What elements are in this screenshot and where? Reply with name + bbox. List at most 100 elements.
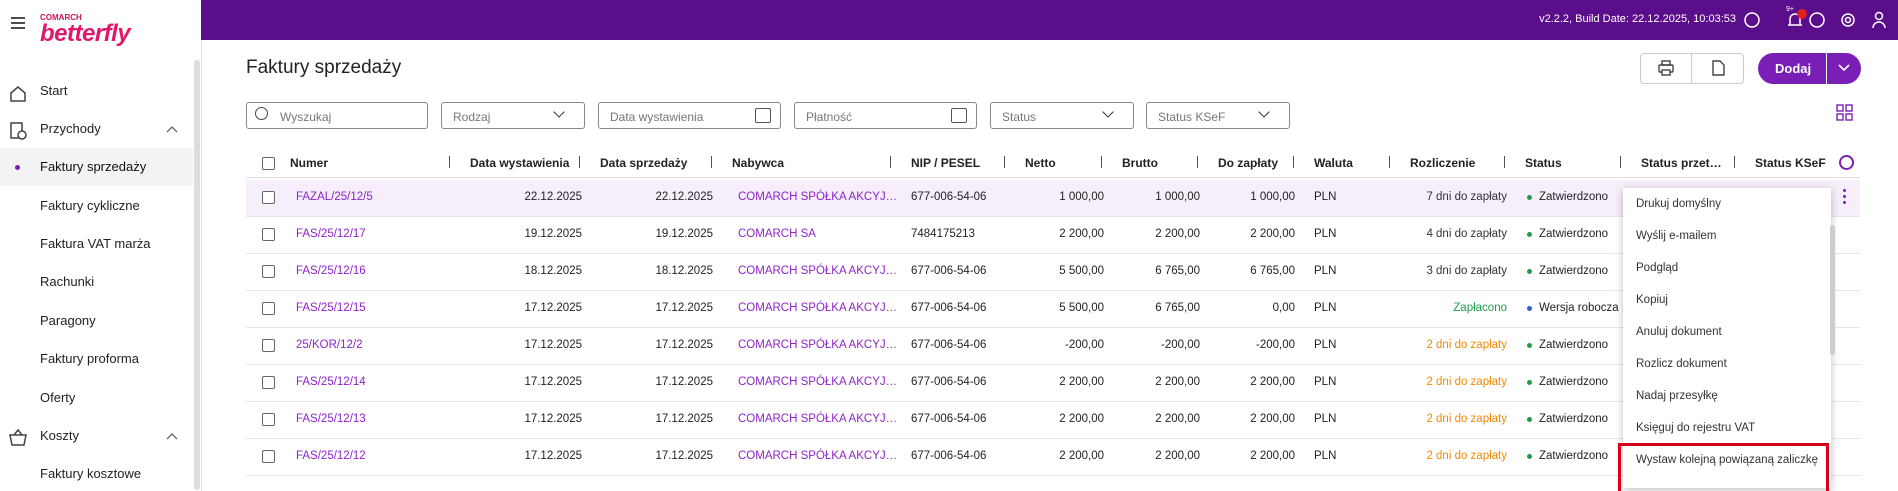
- column-header[interactable]: NIP / PESEL: [911, 156, 980, 170]
- column-header[interactable]: Waluta: [1314, 156, 1353, 170]
- menu-item[interactable]: Kopiuj: [1636, 294, 1668, 306]
- cell: PLN: [1314, 228, 1336, 240]
- cell[interactable]: COMARCH SPÓŁKA AKCYJ…: [738, 265, 897, 277]
- checkbox[interactable]: [262, 450, 275, 463]
- cell: 677-006-54-06: [911, 450, 986, 462]
- cell: 17.12.2025: [524, 376, 582, 388]
- cell: 18.12.2025: [524, 265, 582, 277]
- sidebar-item[interactable]: Rachunki: [40, 274, 94, 289]
- home-icon: [8, 84, 28, 104]
- invoice-link[interactable]: FAS/25/12/12: [296, 450, 366, 462]
- checkbox[interactable]: [262, 157, 275, 170]
- invoice-link[interactable]: 25/KOR/12/2: [296, 339, 362, 351]
- grid-view-button[interactable]: [1836, 104, 1854, 122]
- cell[interactable]: COMARCH SPÓŁKA AKCYJ…: [738, 191, 897, 203]
- add-button[interactable]: Dodaj: [1775, 61, 1811, 76]
- column-divider: [1004, 156, 1005, 168]
- checkbox[interactable]: [262, 191, 275, 204]
- invoice-link[interactable]: FAS/25/12/17: [296, 228, 366, 240]
- filter-label: Wyszukaj: [280, 110, 331, 124]
- column-header[interactable]: Data wystawienia: [470, 156, 569, 170]
- cell: 2 200,00: [1155, 376, 1200, 388]
- export-button[interactable]: [1710, 60, 1726, 76]
- cell: 2 200,00: [1250, 413, 1295, 425]
- menu-item[interactable]: Nadaj przesyłkę: [1636, 390, 1718, 402]
- settings-icon[interactable]: [1839, 155, 1854, 170]
- status-dot: [1527, 195, 1532, 200]
- cell[interactable]: COMARCH SPÓŁKA AKCYJ…: [738, 413, 897, 425]
- cell[interactable]: COMARCH SPÓŁKA AKCYJ…: [738, 376, 897, 388]
- cell[interactable]: COMARCH SA: [738, 228, 816, 240]
- menu-item[interactable]: Księguj do rejestru VAT: [1636, 422, 1755, 434]
- checkbox[interactable]: [262, 339, 275, 352]
- cell: 4 dni do zapłaty: [1426, 228, 1507, 240]
- column-header[interactable]: Nabywca: [732, 156, 784, 170]
- sidebar-item[interactable]: Koszty: [40, 428, 79, 443]
- status-dot: [1527, 454, 1532, 459]
- column-divider: [1389, 156, 1390, 168]
- column-header[interactable]: Data sprzedaży: [600, 156, 687, 170]
- checkbox[interactable]: [262, 376, 275, 389]
- sidebar-item[interactable]: Faktury proforma: [40, 351, 139, 366]
- chevron: [166, 125, 178, 133]
- cell[interactable]: COMARCH SPÓŁKA AKCYJ…: [738, 302, 897, 314]
- status-dot: [1527, 417, 1532, 422]
- filter-label: Płatność: [806, 110, 852, 124]
- cell: 677-006-54-06: [911, 302, 986, 314]
- cell: 677-006-54-06: [911, 376, 986, 388]
- column-header[interactable]: Status KSeF: [1755, 156, 1826, 170]
- column-header[interactable]: Status przet…: [1641, 156, 1722, 170]
- sidebar-item[interactable]: Faktury cykliczne: [40, 198, 140, 213]
- column-divider: [1620, 156, 1621, 168]
- cell: PLN: [1314, 450, 1336, 462]
- invoice-link[interactable]: FAZAL/25/12/5: [296, 191, 373, 203]
- filter-input[interactable]: [246, 102, 428, 129]
- menu-item[interactable]: Drukuj domyślny: [1636, 198, 1721, 210]
- cell: 2 dni do zapłaty: [1426, 413, 1507, 425]
- invoice-link[interactable]: FAS/25/12/14: [296, 376, 366, 388]
- invoice-link[interactable]: FAS/25/12/16: [296, 265, 366, 277]
- column-header[interactable]: Status: [1525, 156, 1562, 170]
- sidebar-item[interactable]: Oferty: [40, 390, 75, 405]
- cell: 17.12.2025: [655, 376, 713, 388]
- menu-icon[interactable]: [10, 16, 26, 30]
- cell: Zatwierdzono: [1539, 376, 1608, 388]
- column-header[interactable]: Numer: [290, 156, 328, 170]
- menu-item[interactable]: Anuluj dokument: [1636, 326, 1722, 338]
- filter-label: Rodzaj: [453, 110, 490, 124]
- column-header[interactable]: Do zapłaty: [1218, 156, 1278, 170]
- sidebar-item[interactable]: Przychody: [40, 121, 101, 136]
- sidebar-item[interactable]: Start: [40, 83, 67, 98]
- cell[interactable]: COMARCH SPÓŁKA AKCYJ…: [738, 450, 897, 462]
- cell[interactable]: COMARCH SPÓŁKA AKCYJ…: [738, 339, 897, 351]
- divider: [1826, 53, 1827, 84]
- cell: 2 200,00: [1059, 413, 1104, 425]
- column-header[interactable]: Brutto: [1122, 156, 1158, 170]
- invoice-link[interactable]: FAS/25/12/13: [296, 413, 366, 425]
- cell: 2 200,00: [1059, 376, 1104, 388]
- print-button[interactable]: [1657, 60, 1675, 76]
- button-group: [1640, 53, 1744, 84]
- kebab-menu[interactable]: [1843, 189, 1846, 192]
- cell: 17.12.2025: [655, 413, 713, 425]
- cell: 2 dni do zapłaty: [1426, 376, 1507, 388]
- checkbox[interactable]: [262, 413, 275, 426]
- cell: 677-006-54-06: [911, 413, 986, 425]
- sidebar-item[interactable]: Faktura VAT marża: [40, 236, 151, 251]
- add-dropdown[interactable]: [1838, 64, 1850, 72]
- checkbox[interactable]: [262, 228, 275, 241]
- sidebar-item[interactable]: Faktury sprzedaży: [40, 159, 146, 174]
- column-header[interactable]: Rozliczenie: [1410, 156, 1475, 170]
- checkbox[interactable]: [262, 302, 275, 315]
- invoice-link[interactable]: FAS/25/12/15: [296, 302, 366, 314]
- sidebar-item[interactable]: Paragony: [40, 313, 96, 328]
- column-header[interactable]: Netto: [1025, 156, 1056, 170]
- menu-item[interactable]: Rozlicz dokument: [1636, 358, 1727, 370]
- menu-item[interactable]: Wyślij e-mailem: [1636, 230, 1716, 242]
- cell: PLN: [1314, 191, 1336, 203]
- cell: 2 200,00: [1059, 228, 1104, 240]
- header-icons[interactable]: [1743, 9, 1893, 31]
- menu-item[interactable]: Podgląd: [1636, 262, 1678, 274]
- sidebar-item[interactable]: Faktury kosztowe: [40, 466, 141, 481]
- checkbox[interactable]: [262, 265, 275, 278]
